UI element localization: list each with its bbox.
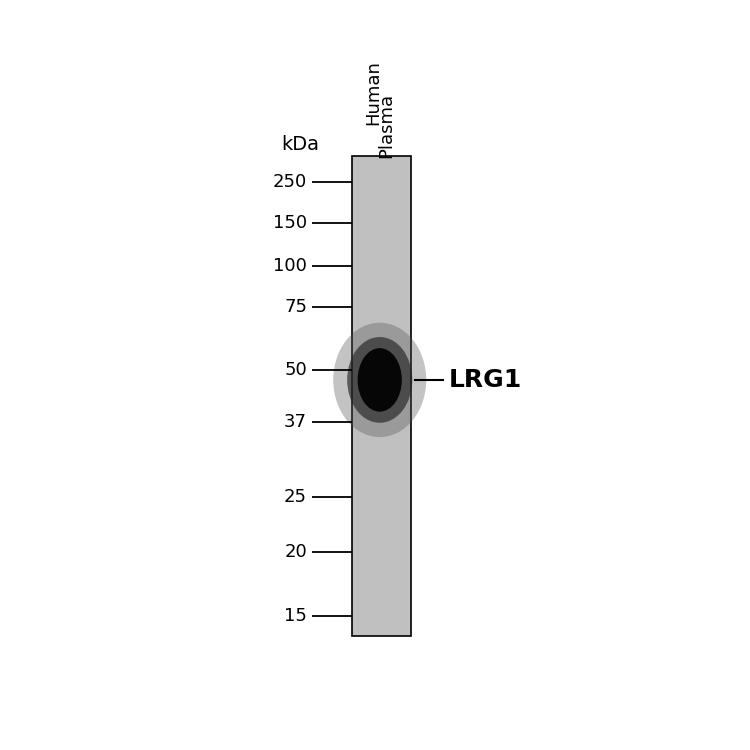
Ellipse shape xyxy=(358,348,402,412)
Text: 15: 15 xyxy=(284,607,307,625)
Text: 250: 250 xyxy=(273,173,307,191)
Text: 75: 75 xyxy=(284,298,307,316)
Ellipse shape xyxy=(347,337,412,423)
Ellipse shape xyxy=(333,322,426,437)
Bar xyxy=(352,157,410,636)
Text: 37: 37 xyxy=(284,413,307,431)
Text: 150: 150 xyxy=(273,214,307,232)
Text: 100: 100 xyxy=(273,257,307,275)
Text: 25: 25 xyxy=(284,488,307,506)
Text: Human: Human xyxy=(364,60,382,124)
Text: LRG1: LRG1 xyxy=(448,368,521,392)
Text: Plasma: Plasma xyxy=(378,93,396,158)
Text: kDa: kDa xyxy=(281,135,319,154)
Text: 50: 50 xyxy=(284,361,307,379)
Text: 20: 20 xyxy=(284,543,307,561)
